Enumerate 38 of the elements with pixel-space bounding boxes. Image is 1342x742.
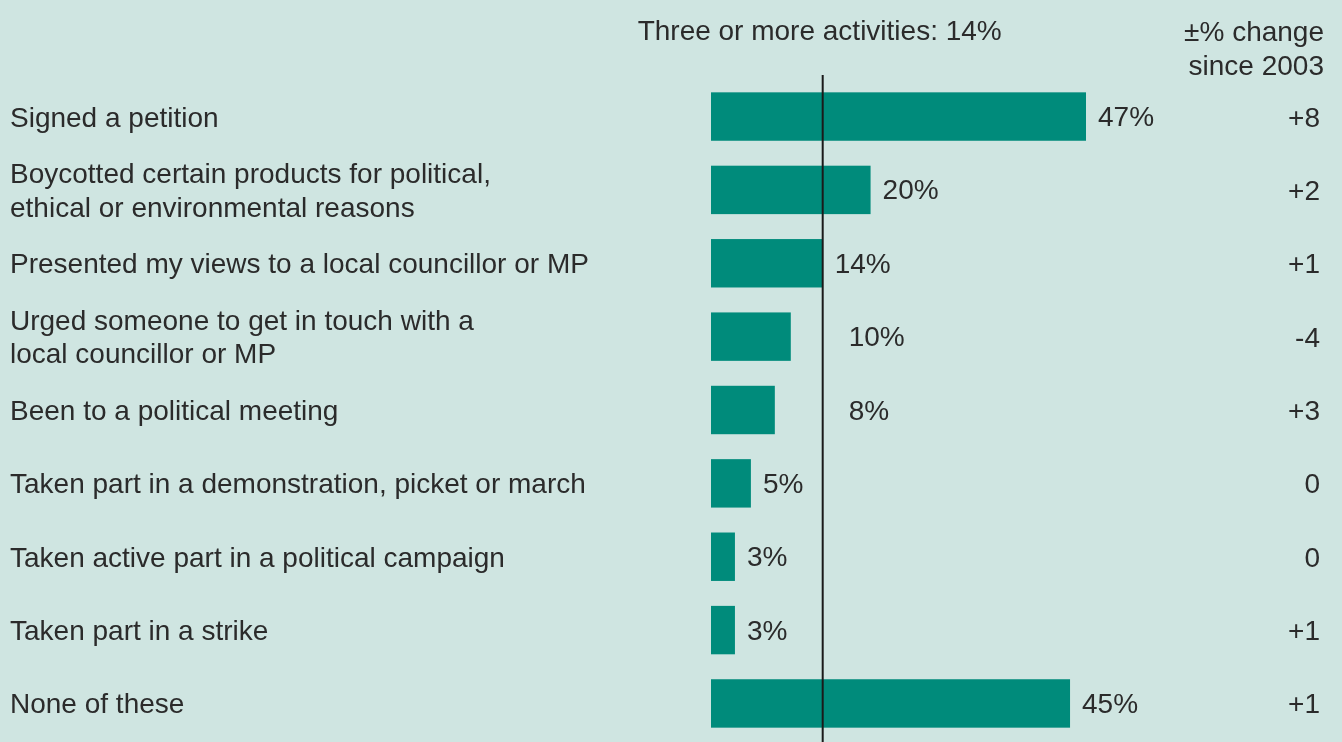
data-label: 3% [746,541,788,573]
text: 0 [1304,467,1320,499]
y-tick-label: Taken active part in a political campaign [10,541,505,573]
ref-line-label: Three or more activities: 14% [637,14,1002,46]
bar [711,679,1071,728]
data-label: 45% [1082,687,1139,719]
text: +1 [1288,614,1320,646]
text: +1 [1288,687,1320,719]
data-label: 14% [834,247,891,279]
data-label: 5% [762,467,804,499]
text: +8 [1288,101,1320,133]
y-tick-label: Taken part in a demonstration, picket or march [10,467,586,499]
bar [711,605,735,655]
text: +3 [1288,394,1320,426]
data-label: 47% [1098,101,1155,133]
data-label: 3% [746,614,788,646]
text: ±% change since 2003 [1184,15,1324,81]
text: -4 [1295,321,1320,353]
bar [711,385,775,435]
data-label: 20% [882,174,939,206]
bar [711,459,751,508]
text: +1 [1288,247,1320,279]
bar [711,165,871,215]
y-tick-label: Been to a political meeting [10,394,339,426]
data-label: 8% [848,394,890,426]
y-tick-label: None of these [10,687,185,719]
bar [711,239,823,288]
y-tick-label: Presented my views to a local councillor or MP [10,247,589,279]
bar [711,92,1086,141]
text: +2 [1288,174,1320,206]
text: 0 [1304,541,1320,573]
data-label: 10% [848,321,905,353]
bar [711,532,735,581]
y-tick-label: Taken part in a strike [10,614,269,646]
y-tick-label: Signed a petition [10,101,219,133]
y-tick-label: Urged someone to get in touch with a local councillor or MP [10,304,475,369]
bar [711,312,791,361]
y-tick-label: Boycotted certain products for political, ethical or environmental reasons [10,157,491,223]
